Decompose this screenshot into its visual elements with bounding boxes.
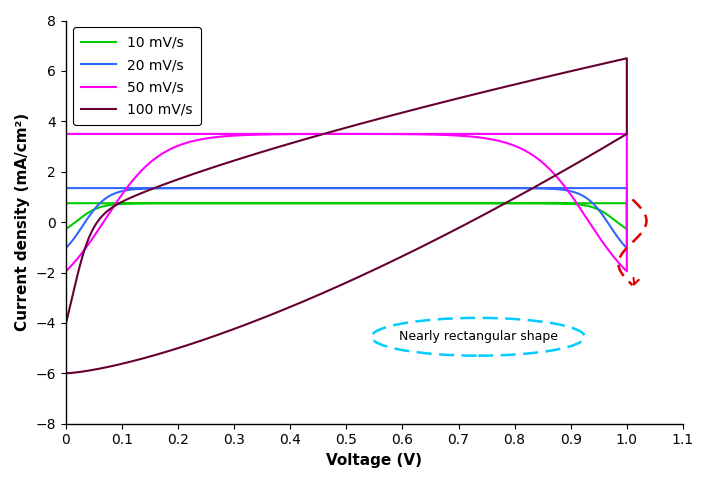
50 mV/s xyxy=(309,131,318,137)
20 mV/s xyxy=(557,185,566,191)
20 mV/s xyxy=(537,185,546,191)
20 mV/s xyxy=(62,245,70,251)
10 mV/s xyxy=(187,200,196,206)
Text: Nearly rectangular shape: Nearly rectangular shape xyxy=(398,330,558,343)
20 mV/s xyxy=(177,185,185,191)
20 mV/s xyxy=(286,185,295,191)
10 mV/s xyxy=(413,200,421,206)
10 mV/s xyxy=(515,200,524,206)
50 mV/s xyxy=(413,131,422,137)
50 mV/s xyxy=(62,269,70,274)
50 mV/s xyxy=(177,142,185,148)
100 mV/s xyxy=(251,151,259,157)
50 mV/s xyxy=(515,131,524,137)
100 mV/s xyxy=(62,321,70,327)
Line: 10 mV/s: 10 mV/s xyxy=(66,203,627,229)
50 mV/s xyxy=(289,131,297,137)
Line: 20 mV/s: 20 mV/s xyxy=(66,188,627,248)
10 mV/s xyxy=(177,200,185,206)
10 mV/s xyxy=(62,226,70,232)
100 mV/s xyxy=(570,162,579,168)
100 mV/s xyxy=(549,72,557,78)
Y-axis label: Current density (mA/cm²): Current density (mA/cm²) xyxy=(15,113,30,331)
20 mV/s xyxy=(411,185,420,191)
100 mV/s xyxy=(62,370,70,376)
10 mV/s xyxy=(62,200,70,206)
20 mV/s xyxy=(62,185,70,191)
Line: 50 mV/s: 50 mV/s xyxy=(66,134,627,271)
100 mV/s xyxy=(593,148,602,154)
100 mV/s xyxy=(440,99,448,105)
50 mV/s xyxy=(62,131,70,137)
Line: 100 mV/s: 100 mV/s xyxy=(66,58,627,373)
X-axis label: Voltage (V): Voltage (V) xyxy=(326,453,423,468)
10 mV/s xyxy=(308,200,316,206)
20 mV/s xyxy=(623,245,631,251)
10 mV/s xyxy=(557,200,565,206)
20 mV/s xyxy=(515,185,524,191)
50 mV/s xyxy=(557,131,565,137)
100 mV/s xyxy=(211,164,219,170)
20 mV/s xyxy=(306,185,315,191)
10 mV/s xyxy=(623,226,631,232)
10 mV/s xyxy=(288,200,296,206)
100 mV/s xyxy=(623,56,631,61)
Legend: 10 mV/s, 20 mV/s, 50 mV/s, 100 mV/s: 10 mV/s, 20 mV/s, 50 mV/s, 100 mV/s xyxy=(73,28,201,125)
